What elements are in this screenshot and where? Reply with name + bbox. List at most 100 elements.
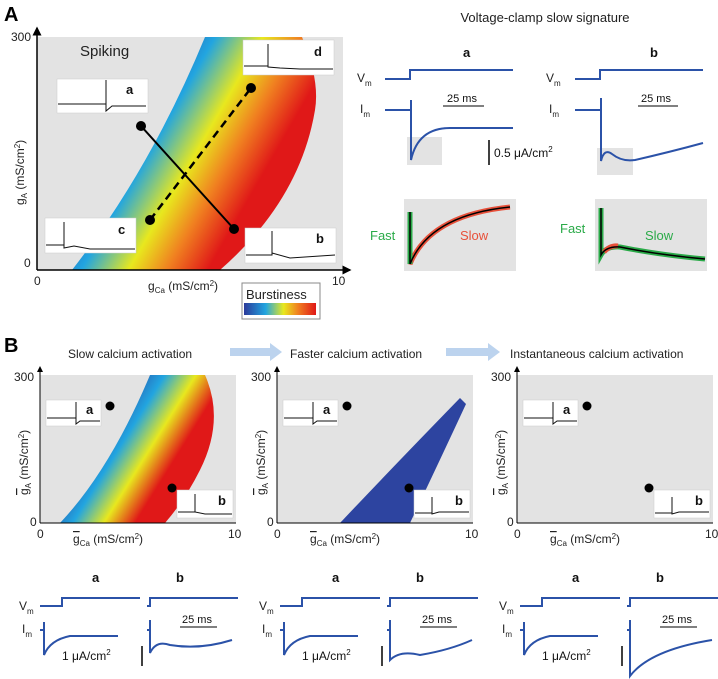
inset-a: a xyxy=(56,78,149,114)
im-label: Im xyxy=(22,622,32,639)
y-tick-min: 0 xyxy=(30,515,37,529)
y-axis-label: gA (mS/cm2) xyxy=(13,140,29,205)
x-tick-min: 0 xyxy=(514,527,521,541)
spiking-label: Spiking xyxy=(80,43,129,60)
svg-text:b: b xyxy=(316,231,324,246)
title-faster: Faster calcium activation xyxy=(290,347,422,361)
burstiness-map: 300 0 0 10 Spiking gA (mS/cm2) gCa (mS/c… xyxy=(11,26,352,295)
bursting-region xyxy=(72,37,317,270)
point-b xyxy=(167,483,177,493)
time-scale: 25 ms xyxy=(662,614,692,626)
svg-text:a: a xyxy=(86,402,94,417)
trace-group-3: a b Vm Im 25 ms 1 μA/cm2 xyxy=(499,570,718,679)
svg-text:a: a xyxy=(563,402,571,417)
im-label-a: Im xyxy=(360,102,370,119)
current-scale: 1 μA/cm2 xyxy=(62,648,111,663)
panel-label-a: A xyxy=(4,4,18,26)
slow-label-b: Slow xyxy=(645,228,674,243)
x-tick-min: 0 xyxy=(274,527,281,541)
point-a xyxy=(105,401,115,411)
fast-label-a: Fast xyxy=(370,228,396,243)
arrow-icon xyxy=(446,343,500,361)
x-tick-max: 10 xyxy=(705,527,718,541)
y-tick-max: 300 xyxy=(251,370,271,384)
trace-a-header: a xyxy=(572,570,580,585)
time-scale-b: 25 ms xyxy=(641,93,671,105)
inset-d: d xyxy=(242,39,335,76)
trace-b-header: b xyxy=(176,570,184,585)
y-tick-min: 0 xyxy=(24,256,31,270)
point-a xyxy=(582,401,592,411)
trace-group-2: a b Vm Im 25 ms 1 μA/cm2 xyxy=(259,570,478,666)
time-scale: 25 ms xyxy=(182,614,212,626)
y-tick-max: 300 xyxy=(11,30,31,44)
vm-label: Vm xyxy=(499,599,514,616)
x-tick-min: 0 xyxy=(34,274,41,288)
trace-b-header: b xyxy=(416,570,424,585)
trace-b-header: b xyxy=(656,570,664,585)
im-label-b: Im xyxy=(549,102,559,119)
title-slow: Slow calcium activation xyxy=(68,347,192,361)
y-tick-min: 0 xyxy=(507,515,514,529)
time-scale-a: 25 ms xyxy=(447,93,477,105)
y-axis-label: gA (mS/cm2) xyxy=(17,430,33,495)
phase-map-2: 300 0 0 10 gCa (mS/cm2) gA (mS/cm2) a b xyxy=(251,366,479,548)
voltage-clamp-panel: Voltage-clamp slow signature a b Vm Im V… xyxy=(357,10,707,271)
im-label: Im xyxy=(262,622,272,639)
point-a xyxy=(136,121,146,131)
x-tick-max: 10 xyxy=(332,274,346,288)
inset-b: b xyxy=(244,227,337,264)
point-d xyxy=(246,83,256,93)
svg-text:c: c xyxy=(118,222,125,237)
x-axis-label: gCa (mS/cm2) xyxy=(310,532,380,548)
y-tick-max: 300 xyxy=(491,370,511,384)
svg-text:d: d xyxy=(314,44,322,59)
phase-map-3: 300 0 0 10 gCa (mS/cm2) gA (mS/cm2) a b xyxy=(491,366,718,548)
inset-b: b xyxy=(413,489,471,519)
trace-a-header: a xyxy=(92,570,100,585)
point-b xyxy=(404,483,414,493)
current-scale: 0.5 μA/cm2 xyxy=(494,145,553,160)
title-instantaneous: Instantaneous calcium activation xyxy=(510,347,683,361)
inset-b: b xyxy=(653,489,711,519)
slow-label-a: Slow xyxy=(460,228,489,243)
x-axis-label: gCa (mS/cm2) xyxy=(550,532,620,548)
fast-label-b: Fast xyxy=(560,221,586,236)
colorbar: Burstiness xyxy=(241,282,321,320)
vm-label-b: Vm xyxy=(546,71,561,88)
point-a xyxy=(342,401,352,411)
x-tick-max: 10 xyxy=(465,527,479,541)
im-label: Im xyxy=(502,622,512,639)
x-axis-label: gCa (mS/cm2) xyxy=(148,279,218,295)
svg-text:b: b xyxy=(455,493,463,508)
current-scale: 1 μA/cm2 xyxy=(542,648,591,663)
inset-a: a xyxy=(522,399,579,427)
point-b xyxy=(229,224,239,234)
inset-a: a xyxy=(282,399,339,427)
current-scale: 1 μA/cm2 xyxy=(302,648,351,663)
colorbar-title: Burstiness xyxy=(246,287,307,302)
y-tick-min: 0 xyxy=(267,515,274,529)
vm-label: Vm xyxy=(259,599,274,616)
svg-text:a: a xyxy=(126,82,134,97)
point-c xyxy=(145,215,155,225)
y-axis-label: gA (mS/cm2) xyxy=(494,430,510,495)
trace-a-header: a xyxy=(463,45,471,60)
y-tick-max: 300 xyxy=(14,370,34,384)
x-tick-min: 0 xyxy=(37,527,44,541)
vm-label-a: Vm xyxy=(357,71,372,88)
panel-label-b: B xyxy=(4,335,18,357)
point-b xyxy=(644,483,654,493)
time-scale: 25 ms xyxy=(422,614,452,626)
inset-c: c xyxy=(44,217,137,254)
voltage-clamp-title: Voltage-clamp slow signature xyxy=(460,10,629,25)
arrow-icon xyxy=(230,343,282,361)
trace-a-header: a xyxy=(332,570,340,585)
svg-text:b: b xyxy=(695,493,703,508)
phase-map-1: 300 0 0 10 gCa (mS/cm2) gA (mS/cm2) a b xyxy=(14,366,242,548)
x-tick-max: 10 xyxy=(228,527,242,541)
trace-b-header: b xyxy=(650,45,658,60)
y-axis-label: gA (mS/cm2) xyxy=(254,430,270,495)
svg-text:a: a xyxy=(323,402,331,417)
